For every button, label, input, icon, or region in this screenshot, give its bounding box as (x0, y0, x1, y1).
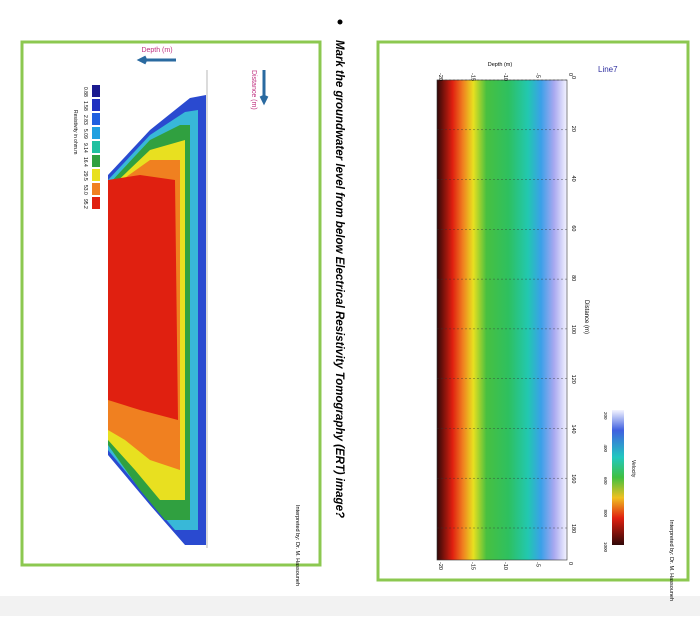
legend-title: Resistivity in ohm.m (72, 110, 78, 154)
colorbar-tick: 800 (603, 510, 608, 518)
bullet (337, 19, 343, 25)
depth-tick: 0 (567, 73, 573, 76)
legend-swatch (92, 197, 100, 209)
seismic-ticks: 0 20 40 60 80 100 120 140 160 180 -20 -20 -15 -15 -10 -… (437, 73, 608, 570)
arrow (136, 55, 176, 65)
distance-tick: 180 (570, 524, 576, 533)
arrow (259, 70, 269, 106)
seismic-interpreted: Interpreted by: Dr. M. Hassouneh (668, 520, 674, 601)
question: Mark the groundwater level from below El… (333, 40, 345, 518)
depth-tick: -15 (470, 562, 476, 570)
distance-tick: 80 (570, 275, 576, 281)
legend-swatch (92, 155, 100, 167)
legend-label: 16.4 (82, 157, 88, 167)
distance-tick: 0 (570, 76, 576, 79)
ert-distance-label: Distance (m) (250, 70, 257, 110)
ert-layer (108, 175, 178, 420)
legend-swatch (92, 183, 100, 195)
distance-tick: 100 (570, 325, 576, 334)
legend-label: 0.88 (82, 87, 88, 97)
depth-tick: -20 (437, 73, 443, 81)
legend-swatch (92, 85, 100, 97)
seismic-distance-label: Distance (m) (583, 300, 589, 334)
legend-swatch (92, 99, 100, 111)
depth-tick: -20 (437, 562, 443, 570)
distance-tick: 120 (570, 375, 576, 384)
legend-label: 5.09 (82, 129, 88, 139)
legend-swatch (92, 127, 100, 139)
legend-label: 95.2 (82, 199, 88, 209)
legend-swatch (92, 113, 100, 125)
velocity-image (436, 79, 568, 561)
distance-tick: 60 (570, 225, 576, 231)
colorbar-tick: 400 (603, 445, 608, 453)
colorbar-tick: 600 (603, 477, 608, 485)
seismic-depth-label: Depth (m) (488, 62, 513, 68)
legend-label: 1.58 (82, 101, 88, 111)
depth-tick: -5 (535, 73, 541, 78)
legend-label: 9.14 (82, 143, 88, 153)
legend-label: 29.5 (82, 171, 88, 181)
footer-bar (0, 596, 700, 616)
distance-tick: 160 (570, 474, 576, 483)
depth-tick: -5 (535, 562, 541, 567)
distance-tick: 140 (570, 424, 576, 433)
depth-tick: -10 (502, 562, 508, 570)
depth-tick: 0 (567, 562, 573, 565)
legend-label: 53.0 (82, 185, 88, 195)
ert-interpreted: Interpreted by: Dr. M. Hassouneh (294, 505, 300, 586)
colorbar-title: Velocity (630, 460, 636, 478)
legend-label: 2.83 (82, 115, 88, 125)
colorbar-tick: 1000 (603, 542, 608, 553)
ert-legend: 0.88 1.58 2.83 5.09 9.14 16.4 29.5 53.0 95.2 Resi… (72, 85, 100, 209)
distance-tick: 20 (570, 126, 576, 132)
depth-tick: -10 (502, 73, 508, 81)
legend-swatch (92, 169, 100, 181)
seismic-title: Line7 (598, 65, 618, 74)
colorbar-tick: 200 (603, 412, 608, 420)
depth-tick: -15 (470, 73, 476, 81)
colorbar (612, 410, 624, 545)
ert-depth-label: Depth (m) (141, 47, 172, 54)
legend-swatch (92, 141, 100, 153)
distance-tick: 40 (570, 176, 576, 182)
